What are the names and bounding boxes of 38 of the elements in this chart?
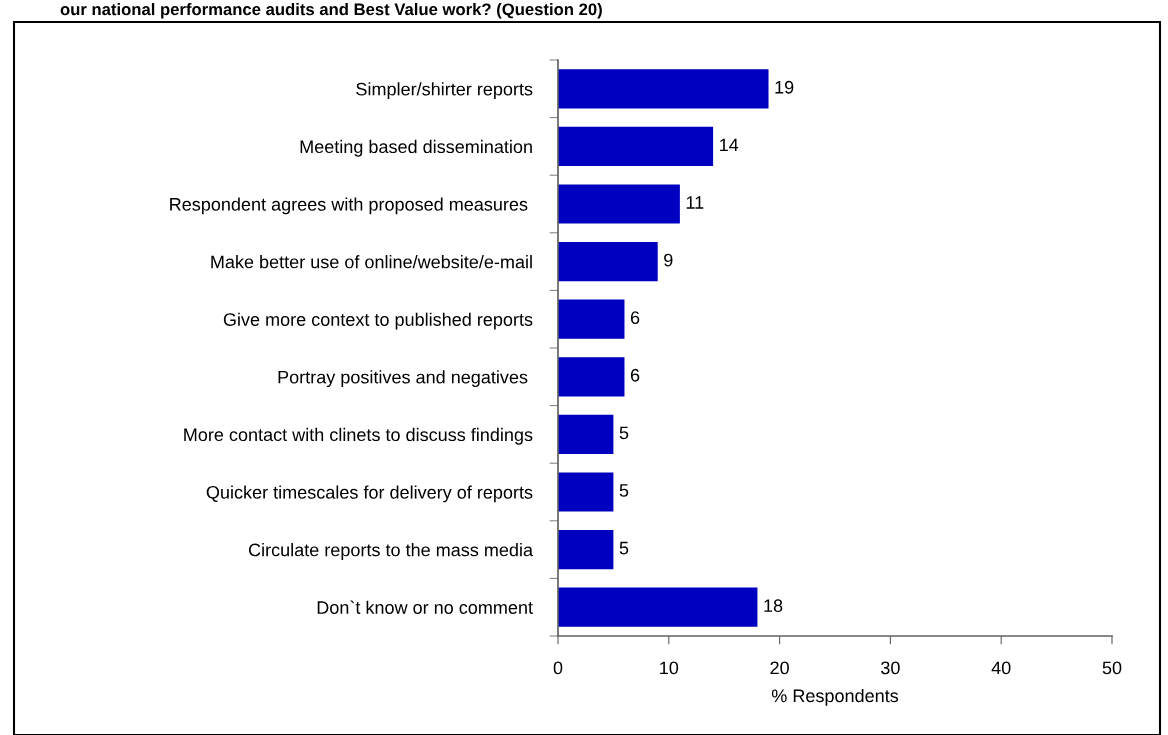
y-tick-label: Quicker timescales for delivery of reports: [206, 485, 533, 503]
data-label: 5: [619, 426, 629, 440]
x-tick-label: 0: [553, 661, 563, 675]
data-label: 6: [630, 311, 640, 325]
bar: [558, 587, 758, 627]
bar: [558, 299, 625, 339]
x-axis-title: % Respondents: [771, 688, 899, 706]
x-tick-label: 50: [1102, 661, 1122, 675]
x-tick-label: 40: [991, 661, 1011, 675]
x-tick-label: 20: [770, 661, 789, 675]
data-label: 18: [764, 599, 783, 613]
y-tick-label: Make better use of online/website/e-mail: [211, 255, 532, 269]
y-tick-label: More contact with clinets to discuss findings: [184, 427, 533, 445]
data-label: 5: [619, 541, 629, 555]
bar: [558, 242, 658, 282]
y-tick-label: Portray positives and negatives: [278, 370, 528, 388]
bar: [558, 357, 625, 397]
data-label: 9: [664, 253, 673, 267]
data-label: 19: [775, 80, 794, 94]
y-tick-label: Respondent agrees with proposed measures: [170, 197, 528, 215]
y-tick-label: Meeting based dissemination: [300, 139, 532, 157]
bar: [558, 472, 614, 512]
data-label: 14: [720, 138, 739, 152]
bar: [558, 184, 680, 224]
data-label: 11: [686, 196, 704, 209]
bar: [558, 69, 769, 109]
x-tick-label: 30: [881, 661, 900, 675]
bar: [558, 126, 714, 166]
y-tick-label: Give more context to published reports: [223, 312, 533, 330]
text: our national performance audits and Best Value work? (Question 20): [60, 3, 602, 19]
x-tick-label: 10: [660, 661, 679, 675]
data-label: 6: [630, 368, 640, 382]
y-tick-label: Don`t know or no comment: [317, 600, 533, 614]
data-label: 5: [619, 484, 629, 497]
bar: [558, 530, 614, 570]
y-tick-label: Simpler/shirter reports: [356, 82, 533, 100]
bar: [558, 414, 614, 454]
y-tick-label: Circulate reports to the mass media: [248, 543, 534, 560]
